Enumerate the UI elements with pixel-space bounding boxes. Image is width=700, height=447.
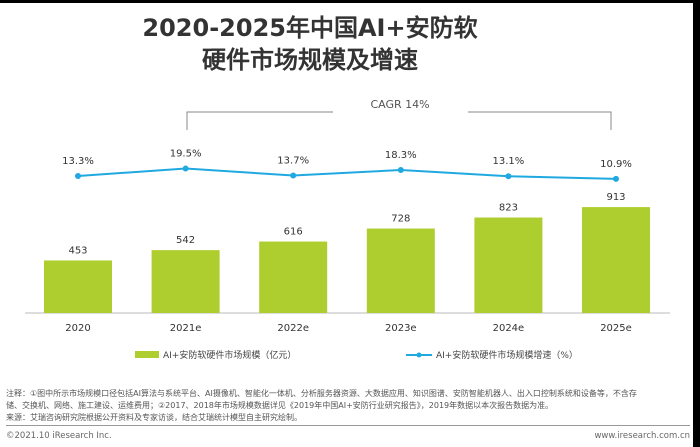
legend-bars: AI+安防软硬件市场规模（亿元） xyxy=(135,348,296,361)
bar-value-label: 616 xyxy=(284,227,303,238)
growth-point-2023e xyxy=(397,167,404,173)
x-tick-label: 2021e xyxy=(170,323,202,334)
growth-point-2022e xyxy=(290,172,297,179)
bar-value-label: 728 xyxy=(391,214,410,225)
x-tick-label: 2022e xyxy=(277,323,309,334)
chart-title-line2: 硬件市场规模及增速 xyxy=(202,46,418,74)
bar-2023e xyxy=(366,228,435,313)
copyright: ©2021.10 iResearch Inc. xyxy=(6,431,112,441)
cagr-bracket-right xyxy=(468,111,612,130)
footer-divider xyxy=(6,425,690,426)
legend-line-swatch xyxy=(406,352,432,357)
growth-value-label: 13.3% xyxy=(62,156,94,167)
x-tick-label: 2023e xyxy=(385,323,417,334)
legend-line: AI+安防软硬件市场规模增速（%） xyxy=(406,348,578,361)
right-border xyxy=(693,0,700,447)
growth-value-label: 13.1% xyxy=(493,156,525,167)
legend-bar-swatch xyxy=(135,351,159,358)
growth-point-2021e xyxy=(182,165,189,172)
bar-value-label: 542 xyxy=(176,235,195,246)
growth-line xyxy=(77,167,617,180)
growth-value-label: 10.9% xyxy=(600,159,632,170)
bar-value-label: 453 xyxy=(68,245,87,256)
cagr-label: CAGR 14% xyxy=(370,98,429,111)
bar-value-label: 823 xyxy=(499,203,518,214)
growth-value-label: 18.3% xyxy=(385,150,417,161)
bar-2020 xyxy=(44,260,112,313)
x-tick-label: 2020 xyxy=(65,323,90,334)
bar-2025e xyxy=(582,207,650,313)
bar-2021e xyxy=(151,250,220,313)
website-link[interactable]: www.iresearch.com.cn xyxy=(594,431,690,441)
bar-value-label: 913 xyxy=(606,192,625,203)
top-border xyxy=(0,0,700,3)
growth-point-2025e xyxy=(613,175,619,182)
bar-2022e xyxy=(259,241,328,313)
x-tick-label: 2025e xyxy=(600,323,632,334)
legend-bar-label: AI+安防软硬件市场规模（亿元） xyxy=(163,351,297,361)
chart-title: 2020-2025年中国AI+安防软 xyxy=(142,14,478,42)
source-line: 来源：艾瑞咨询研究院根据公开资料及专家访谈，结合艾瑞统计模型自主研究绘制。 xyxy=(6,413,302,422)
growth-point-2020 xyxy=(75,173,81,179)
growth-point-2024e xyxy=(505,173,512,180)
cagr-bracket-left xyxy=(186,111,333,130)
legend-line-label: AI+安防软硬件市场规模增速（%） xyxy=(436,351,578,361)
note-line-1: 注释：①图中所示市场规模口径包括AI算法与系统平台、AI摄像机、智能化一体机、分… xyxy=(6,389,637,398)
cagr-bracket: CAGR 14% xyxy=(186,98,612,130)
growth-value-label: 19.5% xyxy=(170,149,202,160)
bar-2024e xyxy=(474,217,543,313)
note-line-2: 储、交换机、网络、施工建设、运维费用；②2017、2018年市场规模数据详见《2… xyxy=(6,401,554,410)
growth-value-label: 13.7% xyxy=(277,156,309,167)
x-tick-label: 2024e xyxy=(493,323,525,334)
